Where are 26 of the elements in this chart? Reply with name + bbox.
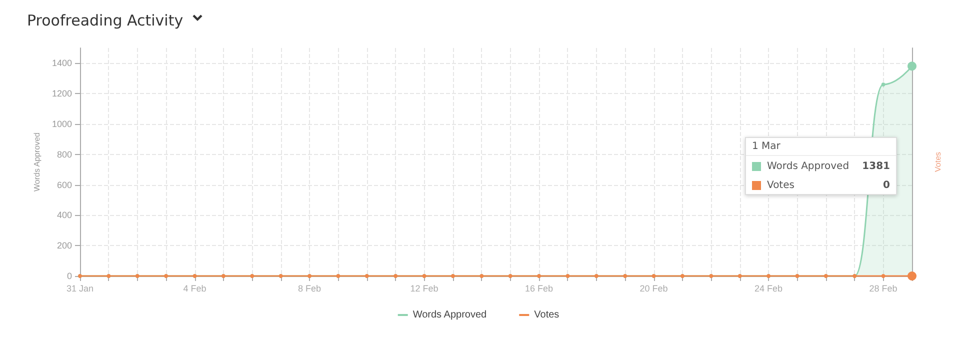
chart-title: Proofreading Activity — [27, 12, 184, 30]
y-tick-label: 600 — [56, 180, 72, 190]
x-tick-label: 24 Feb — [754, 284, 783, 294]
y-tick-label: 400 — [56, 210, 72, 220]
y-tick-label: 1400 — [52, 58, 72, 68]
y-tick-label: 200 — [56, 240, 72, 251]
legend-label: Words Approved — [767, 161, 850, 172]
x-tick-label: 8 Feb — [298, 284, 322, 294]
x-tick-label: 4 Feb — [183, 284, 206, 294]
y-tick-label: 0 — [66, 271, 72, 281]
x-tick-label: 28 Feb — [869, 284, 898, 294]
y-tick-label: 800 — [56, 149, 72, 160]
y-axis-title: Words Approved — [32, 132, 42, 192]
legend-label: Votes — [534, 310, 560, 320]
x-tick-label: 20 Feb — [640, 284, 668, 294]
x-tick-label: 31 Jan — [66, 284, 94, 294]
text: Words Approved — [412, 310, 487, 320]
x-tick-label: 12 Feb — [410, 284, 438, 294]
y2-axis-title: Votes — [934, 152, 942, 172]
text: Votes — [767, 180, 794, 191]
x-tick-label: 16 Feb — [525, 284, 554, 294]
y-tick-label: 1200 — [52, 88, 72, 99]
y-tick-label: 1000 — [52, 119, 72, 129]
annotation: 0 — [883, 180, 890, 191]
annotation: 1381 — [862, 161, 890, 172]
annotation: 1 Mar — [746, 138, 896, 156]
